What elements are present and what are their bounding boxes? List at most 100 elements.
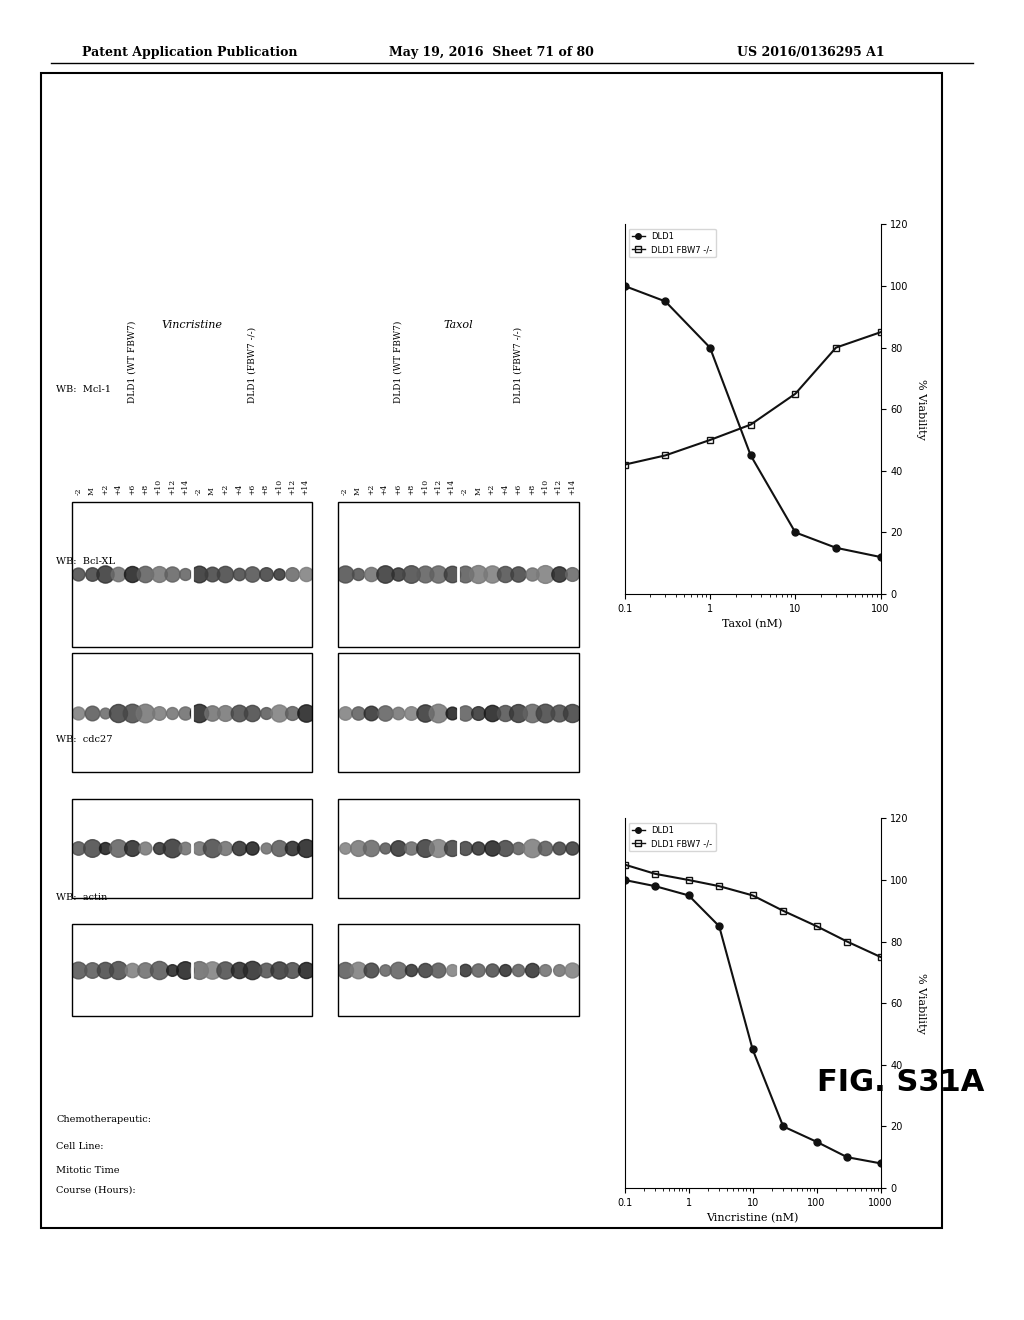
Point bbox=[190, 838, 207, 859]
Point bbox=[257, 564, 273, 585]
Text: WB:  Mcl-1: WB: Mcl-1 bbox=[56, 385, 112, 393]
Point bbox=[403, 960, 420, 981]
Point bbox=[537, 702, 553, 723]
Point bbox=[111, 564, 127, 585]
DLD1 bbox=[703, 339, 716, 355]
Point bbox=[230, 564, 247, 585]
Point bbox=[377, 838, 393, 859]
Point bbox=[137, 960, 154, 981]
Point bbox=[337, 838, 353, 859]
DLD1 bbox=[874, 549, 887, 565]
Text: +6: +6 bbox=[394, 483, 402, 495]
Text: +2: +2 bbox=[101, 483, 110, 495]
Point bbox=[523, 838, 540, 859]
Point bbox=[270, 702, 287, 723]
Point bbox=[164, 960, 180, 981]
Point bbox=[350, 564, 367, 585]
Point bbox=[84, 838, 100, 859]
Point bbox=[71, 960, 87, 981]
Text: Chemotherapeutic:: Chemotherapeutic: bbox=[56, 1115, 152, 1125]
Point bbox=[510, 702, 526, 723]
Point bbox=[217, 702, 233, 723]
Point bbox=[111, 960, 127, 981]
Point bbox=[177, 702, 194, 723]
Point bbox=[297, 838, 313, 859]
Point bbox=[204, 564, 220, 585]
Text: WB:  Bcl-XL: WB: Bcl-XL bbox=[56, 557, 116, 565]
Point bbox=[483, 564, 500, 585]
Point bbox=[350, 838, 367, 859]
Point bbox=[257, 960, 273, 981]
Point bbox=[111, 702, 127, 723]
Point bbox=[284, 838, 300, 859]
Point bbox=[337, 702, 353, 723]
Point bbox=[137, 564, 154, 585]
Text: +10: +10 bbox=[421, 479, 429, 495]
Text: +14: +14 bbox=[302, 479, 309, 495]
Point bbox=[443, 838, 460, 859]
Line: DLD1: DLD1 bbox=[622, 876, 884, 1167]
Text: +8: +8 bbox=[141, 483, 150, 495]
Point bbox=[550, 838, 566, 859]
X-axis label: Vincristine (nM): Vincristine (nM) bbox=[707, 1213, 799, 1224]
Text: +10: +10 bbox=[155, 479, 163, 495]
DLD1 FBW7 -/- bbox=[703, 432, 716, 447]
Point bbox=[337, 564, 353, 585]
Legend: DLD1, DLD1 FBW7 -/-: DLD1, DLD1 FBW7 -/- bbox=[629, 228, 716, 257]
Point bbox=[177, 960, 194, 981]
Text: +14: +14 bbox=[568, 479, 575, 495]
DLD1 bbox=[649, 878, 662, 894]
Text: +4: +4 bbox=[381, 483, 389, 495]
Point bbox=[177, 838, 194, 859]
DLD1 FBW7 -/- bbox=[713, 878, 725, 894]
DLD1 FBW7 -/- bbox=[829, 339, 842, 355]
DLD1 FBW7 -/- bbox=[874, 325, 887, 341]
Point bbox=[124, 838, 140, 859]
Point bbox=[71, 564, 87, 585]
DLD1 FBW7 -/- bbox=[874, 949, 887, 965]
Point bbox=[84, 564, 100, 585]
Point bbox=[111, 838, 127, 859]
Text: M: M bbox=[88, 487, 95, 495]
Text: WB:  actin: WB: actin bbox=[56, 894, 108, 902]
Point bbox=[217, 960, 233, 981]
Point bbox=[457, 564, 473, 585]
DLD1 FBW7 -/- bbox=[649, 866, 662, 882]
Text: DLD1 (FBW7 -/-): DLD1 (FBW7 -/-) bbox=[248, 326, 257, 403]
Text: M: M bbox=[208, 487, 216, 495]
Point bbox=[417, 838, 433, 859]
Text: DLD1 (WT FBW7): DLD1 (WT FBW7) bbox=[127, 321, 136, 403]
Point bbox=[204, 838, 220, 859]
Point bbox=[417, 564, 433, 585]
Text: +2: +2 bbox=[368, 483, 376, 495]
Point bbox=[377, 564, 393, 585]
Text: +12: +12 bbox=[168, 479, 176, 495]
Point bbox=[417, 960, 433, 981]
DLD1 bbox=[841, 1150, 853, 1166]
DLD1 bbox=[790, 524, 802, 540]
Y-axis label: % Viability: % Viability bbox=[915, 379, 926, 440]
DLD1 bbox=[713, 919, 725, 935]
Point bbox=[217, 564, 233, 585]
Text: Taxol: Taxol bbox=[443, 319, 473, 330]
Point bbox=[537, 564, 553, 585]
Text: +12: +12 bbox=[289, 479, 296, 495]
Point bbox=[230, 960, 247, 981]
DLD1 bbox=[618, 279, 631, 294]
Point bbox=[377, 702, 393, 723]
Point bbox=[523, 702, 540, 723]
DLD1 bbox=[659, 293, 672, 309]
Point bbox=[523, 564, 540, 585]
DLD1 bbox=[874, 1155, 887, 1171]
Text: +10: +10 bbox=[541, 479, 549, 495]
Text: -2: -2 bbox=[195, 487, 203, 495]
Point bbox=[151, 838, 167, 859]
Point bbox=[230, 702, 247, 723]
Point bbox=[403, 838, 420, 859]
Point bbox=[137, 838, 154, 859]
Point bbox=[550, 702, 566, 723]
Point bbox=[563, 838, 580, 859]
DLD1 bbox=[829, 540, 842, 556]
Point bbox=[297, 702, 313, 723]
Point bbox=[177, 564, 194, 585]
